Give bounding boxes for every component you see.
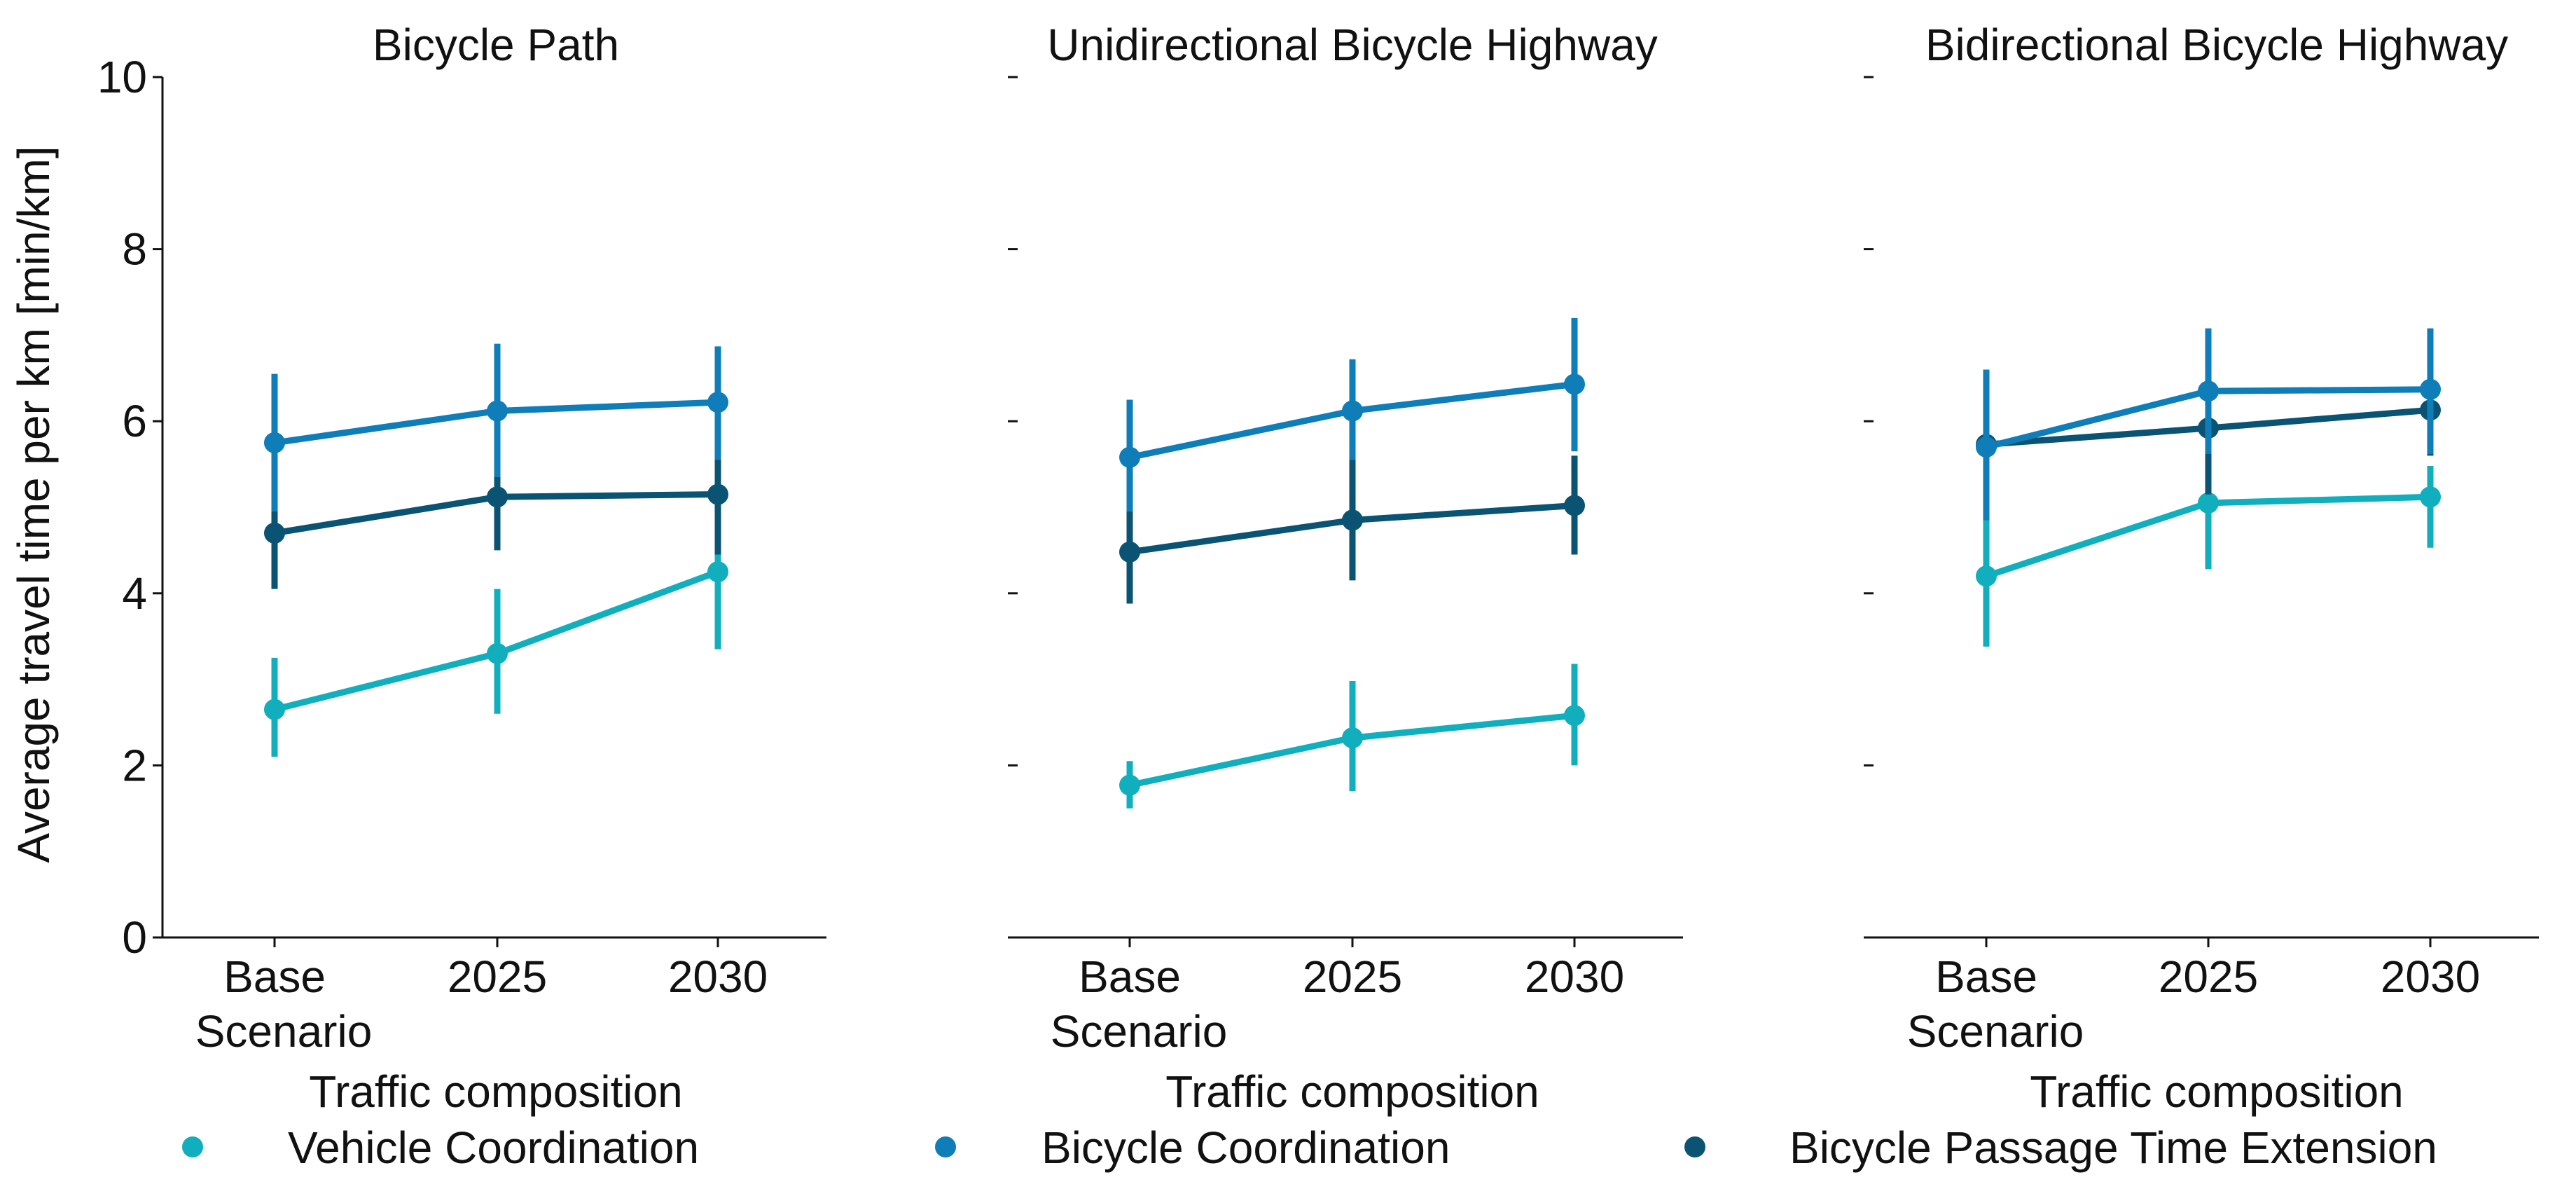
panel-bidirectional-bicycle-highway: Bidirectional Bicycle Highway BaseScenari… (1864, 20, 2539, 1117)
panel-title: Bidirectional Bicycle Highway (1925, 20, 2508, 70)
series-bicycle-passage-time-extension (264, 438, 728, 589)
data-point (487, 642, 508, 664)
legend: Vehicle Coordination Bicycle Coordination… (182, 1122, 2437, 1173)
x-tick-label: Base (1079, 951, 1181, 1002)
data-point (1119, 541, 1140, 563)
y-tick-label: 0 (122, 912, 147, 963)
x-tick-label-line2: Scenario (1051, 1006, 1228, 1057)
x-tick-label: 2030 (1525, 951, 1624, 1002)
data-point (1976, 565, 1997, 587)
x-axis-label: Traffic composition (1165, 1066, 1539, 1117)
data-point (2420, 378, 2441, 400)
data-point (1564, 705, 1585, 727)
y-tick-label: 4 (122, 568, 147, 619)
data-point (1976, 437, 1997, 458)
legend-item-bicycle-passage-time-extension: Bicycle Passage Time Extension (1684, 1122, 2437, 1173)
series-bicycle-coordination (264, 343, 728, 512)
x-tick-label-line2: Scenario (195, 1006, 373, 1057)
legend-marker (935, 1136, 956, 1157)
x-tick-label: Base (223, 951, 326, 1002)
x-axis-label: Traffic composition (309, 1066, 683, 1117)
y-tick-label: 8 (122, 224, 147, 275)
data-point (264, 432, 285, 453)
data-point (707, 561, 728, 583)
data-point (1119, 446, 1140, 468)
x-tick-label: 2030 (2381, 951, 2480, 1002)
data-point (487, 400, 508, 422)
series-bicycle-coordination (1976, 328, 2441, 521)
y-tick-label: 6 (122, 396, 147, 446)
data-point (707, 392, 728, 413)
series-vehicle-coordination (264, 516, 728, 757)
data-point (2198, 380, 2219, 402)
series-vehicle-coordination (1976, 466, 2441, 647)
data-point (264, 699, 285, 720)
data-point (1342, 727, 1363, 749)
series-bicycle-passage-time-extension (1119, 455, 1585, 604)
legend-label: Bicycle Passage Time Extension (1789, 1122, 2437, 1173)
legend-item-vehicle-coordination: Vehicle Coordination (182, 1122, 699, 1173)
panel-title: Bicycle Path (373, 20, 619, 70)
data-point (1342, 400, 1363, 422)
legend-marker (1684, 1136, 1705, 1157)
panel-title: Unidirectional Bicycle Highway (1047, 20, 1657, 70)
y-axis-label: Average travel time per km [min/km] (8, 146, 59, 862)
x-tick-label: 2030 (668, 951, 768, 1002)
legend-label: Vehicle Coordination (288, 1122, 699, 1173)
legend-marker (182, 1136, 203, 1157)
data-point (2420, 486, 2441, 508)
data-point (1119, 774, 1140, 796)
y-tick-label: 10 (97, 52, 147, 102)
panel-unidirectional-bicycle-highway: Unidirectional Bicycle Highway BaseScenar… (1008, 20, 1683, 1117)
x-axis-label: Traffic composition (2030, 1066, 2404, 1117)
data-point (1342, 509, 1363, 531)
series-bicycle-coordination (1119, 317, 1585, 512)
x-tick-label: 2025 (1303, 951, 1402, 1002)
x-tick-label: Base (1935, 951, 2037, 1002)
y-tick-label: 2 (122, 740, 147, 790)
x-tick-label: 2025 (448, 951, 547, 1002)
legend-label: Bicycle Coordination (1041, 1122, 1450, 1173)
data-point (707, 483, 728, 505)
series-vehicle-coordination (1119, 664, 1585, 809)
data-point (487, 486, 508, 508)
x-tick-label-line2: Scenario (1907, 1006, 2084, 1057)
x-tick-label: 2025 (2159, 951, 2258, 1002)
data-point (264, 522, 285, 544)
data-point (2198, 492, 2219, 514)
data-point (1564, 495, 1585, 516)
data-point (1564, 373, 1585, 395)
legend-item-bicycle-coordination: Bicycle Coordination (935, 1122, 1450, 1173)
